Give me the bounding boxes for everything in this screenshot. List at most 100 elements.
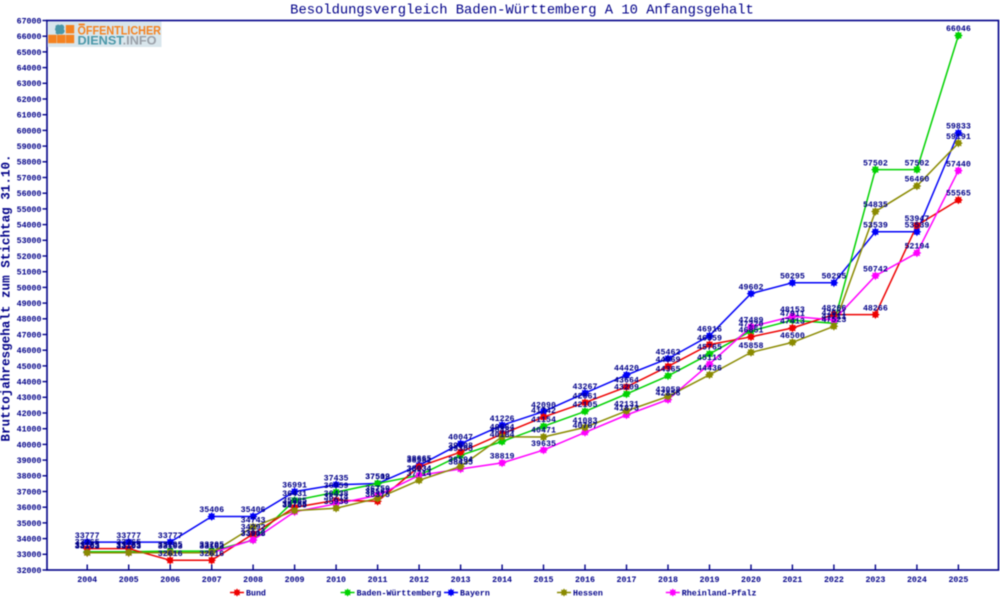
- svg-text:49602: 49602: [739, 283, 764, 292]
- svg-text:2012: 2012: [409, 576, 429, 585]
- svg-text:40767: 40767: [573, 422, 598, 431]
- svg-text:56000: 56000: [17, 190, 42, 199]
- svg-text:35985: 35985: [282, 497, 307, 506]
- svg-text:35705: 35705: [282, 502, 307, 511]
- svg-text:36959: 36959: [324, 482, 349, 491]
- svg-text:41083: 41083: [573, 417, 598, 426]
- svg-text:37000: 37000: [17, 488, 42, 497]
- svg-text:2021: 2021: [782, 576, 802, 585]
- svg-text:35936: 35936: [324, 498, 349, 507]
- svg-text:2016: 2016: [575, 576, 595, 585]
- svg-text:38819: 38819: [490, 453, 515, 462]
- svg-text:33103: 33103: [199, 542, 224, 551]
- svg-text:63000: 63000: [17, 80, 42, 89]
- svg-text:36000: 36000: [17, 504, 42, 513]
- svg-text:47000: 47000: [17, 331, 42, 340]
- svg-text:53000: 53000: [17, 237, 42, 246]
- svg-text:47921: 47921: [821, 310, 846, 319]
- svg-text:42856: 42856: [656, 389, 681, 398]
- svg-text:50295: 50295: [821, 273, 846, 282]
- svg-text:41873: 41873: [614, 405, 639, 414]
- svg-text:33777: 33777: [75, 532, 100, 541]
- svg-text:37512: 37512: [365, 473, 390, 482]
- svg-text:2018: 2018: [658, 576, 678, 585]
- svg-text:40184: 40184: [490, 431, 515, 440]
- svg-text:2006: 2006: [160, 576, 180, 585]
- svg-text:2020: 2020: [741, 576, 761, 585]
- svg-text:45765: 45765: [697, 344, 722, 353]
- svg-text:50742: 50742: [863, 266, 888, 275]
- svg-text:2025: 2025: [948, 576, 968, 585]
- svg-text:2004: 2004: [77, 576, 97, 585]
- svg-text:48000: 48000: [17, 316, 42, 325]
- svg-text:33905: 33905: [241, 530, 266, 539]
- svg-text:32616: 32616: [158, 550, 183, 559]
- svg-text:43209: 43209: [614, 384, 639, 393]
- svg-text:53539: 53539: [863, 222, 888, 231]
- svg-text:Bund: Bund: [246, 588, 266, 598]
- svg-text:42131: 42131: [614, 401, 639, 410]
- svg-text:Besoldungsvergleich Baden-Würt: Besoldungsvergleich Baden-Württemberg A …: [290, 3, 754, 19]
- svg-text:33777: 33777: [158, 532, 183, 541]
- svg-text:36214: 36214: [324, 494, 349, 503]
- svg-text:46359: 46359: [697, 334, 722, 343]
- svg-text:47220: 47220: [739, 321, 764, 330]
- svg-text:2022: 2022: [824, 576, 844, 585]
- svg-text:47911: 47911: [780, 310, 805, 319]
- svg-text:45113: 45113: [697, 354, 722, 363]
- svg-text:33205: 33205: [199, 541, 224, 550]
- svg-text:Hessen: Hessen: [573, 589, 603, 598]
- svg-text:47523: 47523: [821, 316, 846, 325]
- svg-text:66046: 66046: [946, 25, 971, 34]
- svg-text:36567: 36567: [365, 488, 390, 497]
- svg-text:64000: 64000: [17, 65, 42, 74]
- svg-text:33165: 33165: [116, 541, 141, 550]
- svg-text:35000: 35000: [17, 520, 42, 529]
- svg-text:40471: 40471: [531, 427, 556, 436]
- svg-text:57502: 57502: [863, 159, 888, 168]
- svg-text:41742: 41742: [531, 407, 556, 416]
- svg-text:59000: 59000: [17, 143, 42, 152]
- svg-text:45462: 45462: [656, 348, 681, 357]
- svg-text:52194: 52194: [904, 243, 929, 252]
- svg-text:65000: 65000: [17, 49, 42, 58]
- svg-text:61000: 61000: [17, 112, 42, 121]
- svg-text:44365: 44365: [656, 366, 681, 375]
- svg-text:43058: 43058: [656, 386, 681, 395]
- svg-text:40047: 40047: [448, 433, 473, 442]
- svg-text:42090: 42090: [531, 401, 556, 410]
- svg-text:46000: 46000: [17, 347, 42, 356]
- svg-text:42105: 42105: [573, 401, 598, 410]
- svg-text:56460: 56460: [904, 176, 929, 185]
- svg-text:38034: 38034: [407, 465, 432, 474]
- svg-text:44436: 44436: [697, 365, 722, 374]
- svg-text:43664: 43664: [614, 377, 639, 386]
- svg-text:57000: 57000: [17, 174, 42, 183]
- svg-text:66000: 66000: [17, 33, 42, 42]
- svg-text:48266: 48266: [863, 304, 888, 313]
- svg-text:47711: 47711: [821, 313, 846, 322]
- svg-text:38034: 38034: [407, 465, 432, 474]
- svg-text:44420: 44420: [614, 365, 639, 374]
- svg-text:37714: 37714: [407, 470, 432, 479]
- svg-text:59833: 59833: [946, 123, 971, 132]
- svg-text:Bayern: Bayern: [460, 589, 490, 598]
- svg-text:33103: 33103: [199, 542, 224, 551]
- svg-text:Baden-Württemberg: Baden-Württemberg: [357, 588, 442, 598]
- svg-text:33103: 33103: [158, 542, 183, 551]
- svg-text:67000: 67000: [17, 17, 42, 26]
- svg-text:2017: 2017: [617, 576, 637, 585]
- svg-text:36750: 36750: [365, 485, 390, 494]
- svg-text:47489: 47489: [739, 317, 764, 326]
- svg-text:36438: 36438: [324, 490, 349, 499]
- svg-text:2014: 2014: [492, 576, 512, 585]
- svg-text:38435: 38435: [448, 459, 473, 468]
- svg-text:34743: 34743: [241, 517, 266, 526]
- svg-text:2005: 2005: [119, 576, 139, 585]
- svg-text:33165: 33165: [75, 541, 100, 550]
- svg-text:DIENST.INFO: DIENST.INFO: [78, 34, 157, 48]
- svg-text:36375: 36375: [365, 491, 390, 500]
- svg-text:57502: 57502: [904, 159, 929, 168]
- svg-text:Bruttojahresgehalt zum Stichta: Bruttojahresgehalt zum Stichtag 31.10.: [0, 154, 14, 441]
- svg-text:55565: 55565: [946, 190, 971, 199]
